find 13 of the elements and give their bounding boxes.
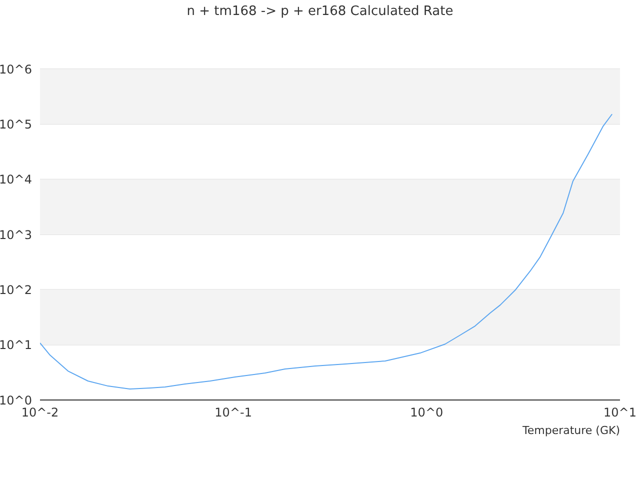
y-tick-label: 10^0 — [0, 393, 32, 408]
y-tick-label: 10^3 — [0, 228, 32, 242]
y-tick-label: 10^6 — [0, 62, 32, 76]
y-tick-label: 10^4 — [0, 172, 32, 187]
y-tick-label: 10^2 — [0, 282, 32, 297]
x-tick-label: 10^1 — [604, 406, 636, 420]
x-tick-label: 10^0 — [410, 406, 444, 420]
x-tick-label: 10^-2 — [21, 406, 59, 420]
x-tick-label: 10^-1 — [214, 406, 252, 420]
x-axis-title: Temperature (GK) — [522, 424, 620, 437]
y-tick-label: 10^1 — [0, 338, 32, 352]
chart-title: n + tm168 -> p + er168 Calculated Rate — [186, 4, 454, 19]
y-tick-label: 10^5 — [0, 117, 32, 132]
